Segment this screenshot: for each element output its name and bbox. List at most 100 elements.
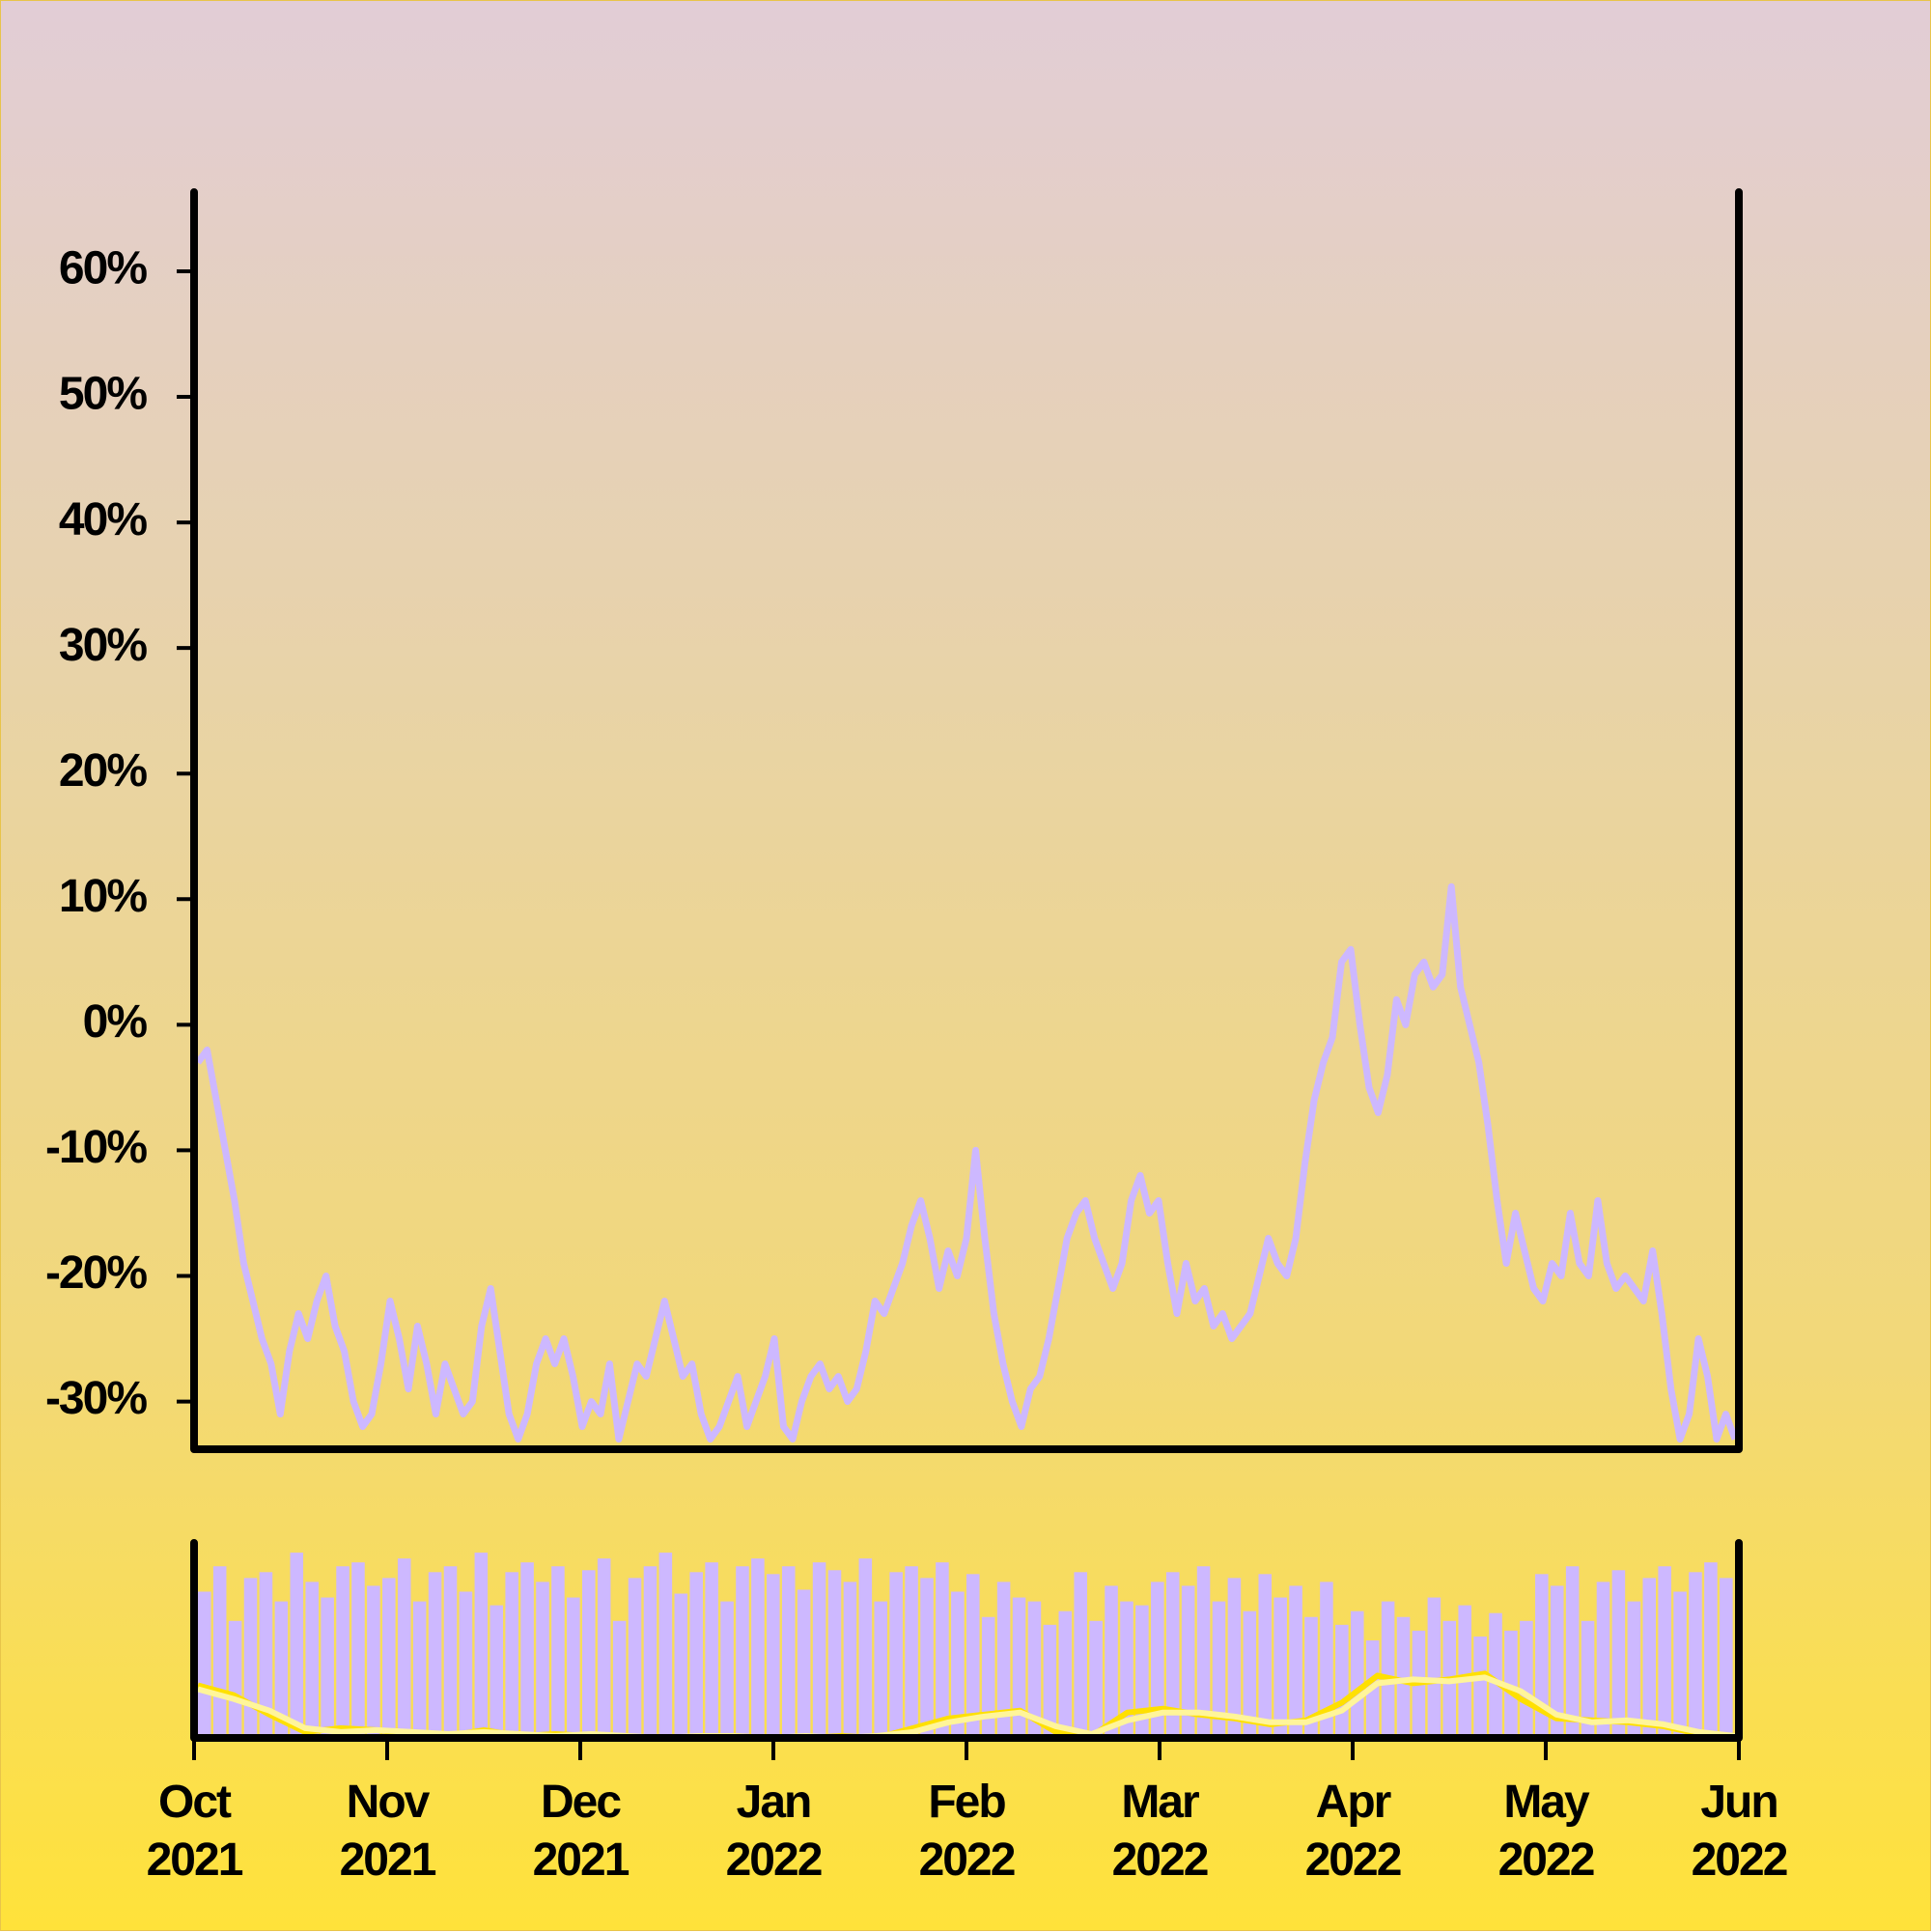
bar xyxy=(351,1562,365,1738)
bar xyxy=(1258,1574,1273,1738)
bar xyxy=(1105,1585,1118,1738)
bar xyxy=(290,1553,304,1738)
bar xyxy=(1181,1585,1195,1738)
bar xyxy=(243,1578,258,1738)
x-tick-label: Apr 2022 xyxy=(1304,1777,1403,1886)
x-tick-label: May 2022 xyxy=(1497,1777,1596,1886)
bar xyxy=(751,1558,765,1738)
bar xyxy=(1396,1616,1411,1738)
bar xyxy=(767,1574,780,1738)
bar xyxy=(1565,1566,1580,1738)
line xyxy=(195,882,1739,1443)
bar xyxy=(1335,1624,1349,1738)
bar xyxy=(259,1572,273,1738)
bar xyxy=(1458,1605,1471,1738)
bar xyxy=(628,1578,642,1738)
y-tick-label: 60% xyxy=(59,243,147,294)
bar xyxy=(843,1582,857,1738)
bar xyxy=(459,1591,473,1738)
bar xyxy=(951,1591,965,1738)
bar xyxy=(382,1578,396,1738)
bar xyxy=(367,1585,380,1738)
bar xyxy=(996,1582,1011,1738)
bar xyxy=(1273,1597,1287,1738)
axis-frame xyxy=(190,188,1743,1453)
bar xyxy=(582,1570,596,1738)
bar xyxy=(1135,1605,1149,1738)
x-tick-label: Nov 2021 xyxy=(339,1777,437,1886)
bar xyxy=(597,1558,611,1738)
bar xyxy=(1058,1610,1073,1738)
y-tick-label: 0% xyxy=(83,996,148,1048)
bar xyxy=(567,1597,580,1738)
bar xyxy=(1427,1597,1441,1738)
bar xyxy=(321,1597,334,1738)
bar xyxy=(1673,1591,1687,1738)
y-tick-label: 20% xyxy=(59,745,147,797)
bar xyxy=(1351,1610,1364,1738)
bar xyxy=(536,1582,549,1738)
bar xyxy=(1243,1610,1257,1738)
bar xyxy=(1227,1578,1242,1738)
bar xyxy=(1320,1582,1333,1738)
bar xyxy=(1704,1562,1718,1738)
bar xyxy=(274,1601,289,1738)
bar xyxy=(1627,1601,1641,1738)
x-tick-label: Jan 2022 xyxy=(725,1777,824,1886)
bar xyxy=(520,1562,534,1738)
bar xyxy=(336,1566,350,1738)
bar xyxy=(858,1558,873,1738)
bar xyxy=(1535,1574,1549,1738)
bar xyxy=(736,1566,749,1738)
y-tick-label: -10% xyxy=(45,1122,147,1173)
bar xyxy=(1473,1636,1487,1738)
bar xyxy=(443,1566,458,1738)
bar xyxy=(1012,1597,1026,1738)
x-tick-label: Jun 2022 xyxy=(1691,1777,1789,1886)
y-tick-label: 10% xyxy=(59,871,147,922)
y-tick-label: 40% xyxy=(59,494,147,546)
bar xyxy=(1089,1620,1103,1738)
bar xyxy=(905,1566,918,1738)
bar xyxy=(920,1578,934,1738)
axis-frame xyxy=(190,1539,1743,1742)
bar xyxy=(1151,1582,1164,1738)
bar xyxy=(936,1562,949,1738)
x-tick-label: Mar 2022 xyxy=(1111,1777,1210,1886)
bar xyxy=(505,1572,518,1738)
bar xyxy=(1720,1578,1733,1738)
bar xyxy=(705,1562,718,1738)
bar xyxy=(827,1570,842,1738)
bar xyxy=(1165,1572,1180,1738)
bar xyxy=(305,1582,319,1738)
bar xyxy=(1581,1620,1595,1738)
bar xyxy=(198,1591,211,1738)
y-tick-label: -20% xyxy=(45,1247,147,1299)
bar xyxy=(551,1566,565,1738)
bar xyxy=(1027,1601,1042,1738)
bar xyxy=(1074,1572,1087,1738)
bar xyxy=(212,1566,227,1738)
bar xyxy=(689,1572,703,1738)
bar xyxy=(428,1572,442,1738)
bar xyxy=(1689,1572,1702,1738)
bar xyxy=(797,1589,811,1738)
bar xyxy=(1596,1582,1610,1738)
bar xyxy=(474,1553,489,1738)
bar xyxy=(1212,1601,1226,1738)
bar xyxy=(981,1616,995,1738)
bar xyxy=(1550,1585,1564,1738)
bar xyxy=(1304,1616,1318,1738)
y-tick-label: 30% xyxy=(59,620,147,671)
bar xyxy=(1520,1620,1533,1738)
bar xyxy=(889,1572,903,1738)
bar xyxy=(1043,1624,1057,1738)
y-tick-label: 50% xyxy=(59,369,147,420)
bar xyxy=(643,1566,658,1738)
bar xyxy=(1658,1566,1671,1738)
bar xyxy=(674,1593,688,1738)
bar xyxy=(1504,1630,1518,1738)
bar xyxy=(1120,1601,1133,1738)
